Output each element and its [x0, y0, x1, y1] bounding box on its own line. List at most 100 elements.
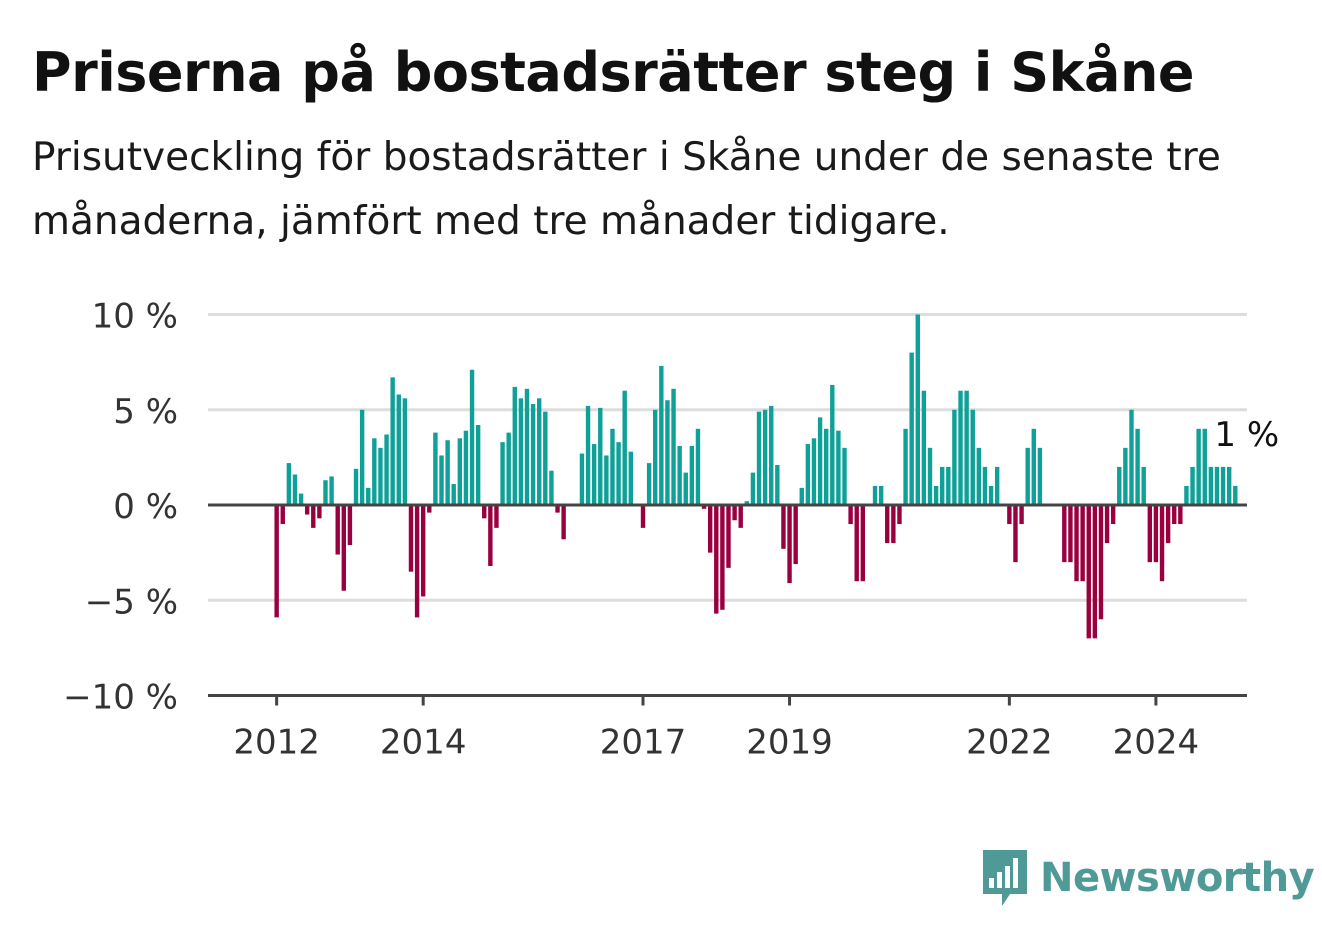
bar [366, 487, 371, 505]
bar [500, 442, 505, 505]
bar [390, 377, 395, 506]
bar [653, 409, 658, 505]
bar [1080, 505, 1085, 582]
bar [952, 409, 957, 505]
bar [433, 432, 438, 505]
bar [512, 386, 517, 505]
bar [958, 390, 963, 505]
bar [1129, 409, 1134, 505]
bar [817, 417, 823, 505]
bar [769, 405, 774, 505]
bar [622, 390, 627, 505]
bar [414, 505, 420, 618]
bar [671, 388, 676, 505]
bar [1123, 447, 1128, 505]
bar [1092, 505, 1098, 639]
bar [298, 493, 304, 505]
bar [329, 476, 334, 506]
bar [994, 466, 1000, 505]
bar [604, 455, 609, 505]
bar [714, 505, 719, 614]
y-tick-label: −5 % [85, 582, 178, 622]
bar [1214, 466, 1220, 505]
bar [1190, 466, 1195, 505]
bar [518, 398, 524, 505]
last-value-label: 1 % [1214, 415, 1279, 455]
bar [762, 409, 768, 505]
bar-series [274, 314, 1238, 639]
bar [1159, 505, 1165, 582]
bar [555, 505, 560, 513]
y-tick-label: 0 % [113, 487, 178, 527]
bar [842, 447, 847, 505]
bar [457, 438, 463, 505]
bar [750, 472, 756, 505]
bar [1147, 505, 1153, 563]
x-tick-label: 2024 [1113, 723, 1200, 763]
bar [494, 505, 499, 528]
bar [335, 505, 340, 555]
bar [738, 505, 743, 528]
y-tick-label: −10 % [63, 678, 178, 718]
bar [787, 505, 792, 584]
bar [695, 428, 701, 505]
bar [683, 472, 688, 505]
bar [408, 505, 414, 572]
bar [848, 505, 853, 525]
bar [1226, 466, 1232, 505]
bar [640, 505, 646, 528]
newsworthy-logo: Newsworthy [980, 848, 1315, 908]
bar [469, 369, 475, 505]
bar [286, 463, 292, 505]
bar [1117, 466, 1122, 505]
bar [396, 394, 401, 505]
bar [891, 505, 896, 544]
bar [1007, 505, 1012, 525]
bar [872, 485, 878, 505]
bar [909, 352, 914, 505]
bar [1172, 505, 1177, 525]
bar [378, 447, 383, 505]
bar [591, 444, 597, 505]
bar [1068, 505, 1073, 563]
bar [537, 398, 542, 505]
bar [475, 424, 481, 505]
bar [878, 485, 884, 505]
bar [744, 501, 750, 505]
x-tick-label: 2017 [600, 723, 687, 763]
bar [701, 505, 707, 509]
bar [946, 466, 951, 505]
tick-labels: 10 % 5 % 0 % −5 % −10 % 2012 2014 2017 2019 2022 2… [63, 297, 1282, 763]
bar [610, 428, 615, 505]
bar [317, 505, 322, 519]
bar [482, 505, 487, 519]
bar [836, 430, 841, 505]
bar [384, 434, 389, 505]
bar [793, 505, 798, 565]
bar [1153, 505, 1159, 563]
bar [823, 428, 829, 505]
bar [543, 411, 548, 505]
bar [353, 468, 359, 506]
bar [1202, 428, 1207, 505]
bar [830, 384, 835, 506]
bar [707, 505, 713, 553]
bar [646, 463, 652, 505]
bar [598, 407, 603, 506]
bar [311, 505, 316, 528]
bar [659, 365, 664, 505]
x-tick-label: 2012 [233, 723, 320, 763]
chart-subtitle: Prisutveckling för bostadsrätter i Skåne… [32, 135, 1221, 244]
bar [1086, 505, 1091, 639]
x-tick-label: 2022 [966, 723, 1053, 763]
brand-name: Newsworthy [1040, 855, 1315, 901]
bar [1178, 505, 1183, 525]
bar [921, 390, 927, 505]
bar [1208, 466, 1214, 505]
bar [1196, 428, 1201, 505]
y-tick-label: 10 % [92, 297, 178, 337]
bar [1074, 505, 1079, 582]
bar [1019, 505, 1024, 525]
bar [585, 405, 591, 505]
